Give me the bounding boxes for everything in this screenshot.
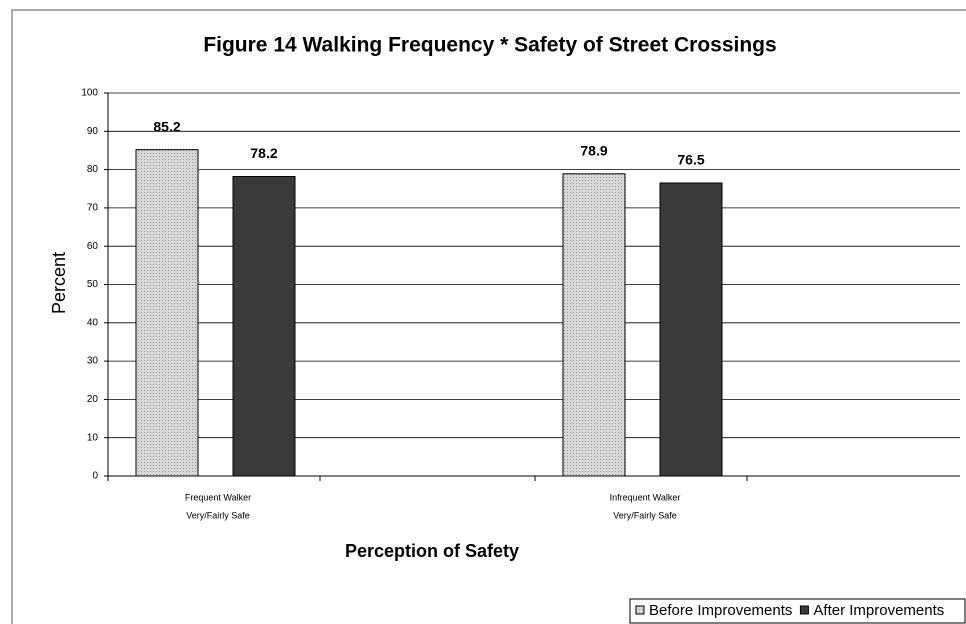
legend-swatch	[799, 605, 809, 615]
bar	[562, 173, 626, 477]
y-tick-label: 90	[87, 126, 99, 137]
y-tick-label: 70	[87, 203, 99, 214]
x-tick-label: Infrequent Walker	[610, 492, 681, 502]
legend-swatch	[635, 605, 645, 615]
bar	[232, 175, 296, 477]
frame	[11, 9, 966, 624]
y-tick-label: 100	[81, 88, 98, 99]
y-tick-label: 0	[92, 471, 98, 482]
y-tick-label: 60	[87, 241, 99, 252]
y-tick-label: 10	[87, 432, 99, 443]
value-label: 78.9	[580, 143, 607, 159]
y-tick-label: 20	[87, 394, 99, 405]
chart-title: Figure 14 Walking Frequency * Safety of …	[203, 34, 776, 57]
legend	[629, 598, 966, 624]
y-tick-label: 30	[87, 356, 99, 367]
x-tick-label: Very/Fairly Safe	[613, 510, 677, 520]
y-axis-label: Percent	[49, 252, 69, 314]
value-label: 85.2	[153, 118, 180, 134]
x-axis-label: Perception of Safety	[345, 541, 519, 561]
bar	[659, 182, 723, 477]
y-tick-label: 40	[87, 317, 99, 328]
x-tick-label: Very/Fairly Safe	[186, 510, 250, 520]
value-label: 78.2	[250, 145, 277, 161]
bar	[135, 149, 199, 477]
legend-label: Before Improvements	[649, 602, 792, 619]
value-label: 76.5	[677, 152, 704, 168]
legend-label: After Improvements	[813, 602, 944, 619]
y-tick-label: 80	[87, 164, 99, 175]
x-tick-label: Frequent Walker	[185, 492, 251, 502]
y-tick-label: 50	[87, 279, 99, 290]
